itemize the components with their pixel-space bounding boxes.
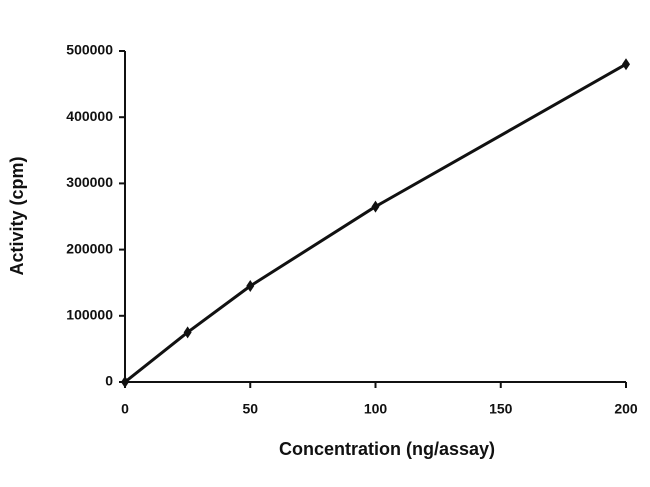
y-tick-label: 500000 (66, 42, 113, 58)
y-tick-label: 0 (105, 373, 113, 389)
x-tick-label: 50 (242, 401, 258, 417)
x-tick-label: 200 (614, 401, 638, 417)
y-tick-label: 100000 (66, 307, 113, 323)
x-axis-title: Concentration (ng/assay) (279, 439, 495, 459)
x-tick-label: 0 (121, 401, 129, 417)
data-point (183, 326, 192, 339)
y-tick-label: 300000 (66, 174, 113, 190)
data-point (371, 200, 380, 213)
data-point (622, 58, 630, 71)
y-tick-label: 200000 (66, 240, 113, 256)
x-tick-label: 100 (364, 401, 388, 417)
y-tick-label: 400000 (66, 108, 113, 124)
data-point (246, 280, 255, 293)
y-axis-title: Activity (cpm) (7, 156, 27, 275)
data-point (121, 376, 129, 388)
x-tick-label: 150 (489, 401, 513, 417)
series-line (124, 62, 627, 384)
